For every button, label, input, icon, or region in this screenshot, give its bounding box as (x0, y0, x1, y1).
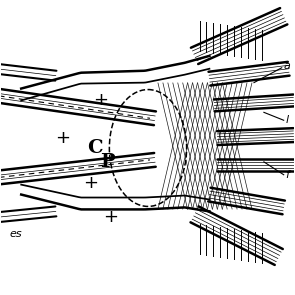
Text: +: + (103, 208, 118, 226)
Text: a: a (284, 61, 291, 71)
Text: P: P (100, 153, 115, 171)
Text: +: + (83, 174, 98, 192)
Text: +: + (93, 91, 108, 109)
Text: es: es (9, 229, 22, 239)
Text: f: f (286, 170, 290, 180)
Text: C: C (87, 139, 103, 157)
Text: +: + (55, 129, 70, 147)
Text: l: l (286, 115, 289, 125)
